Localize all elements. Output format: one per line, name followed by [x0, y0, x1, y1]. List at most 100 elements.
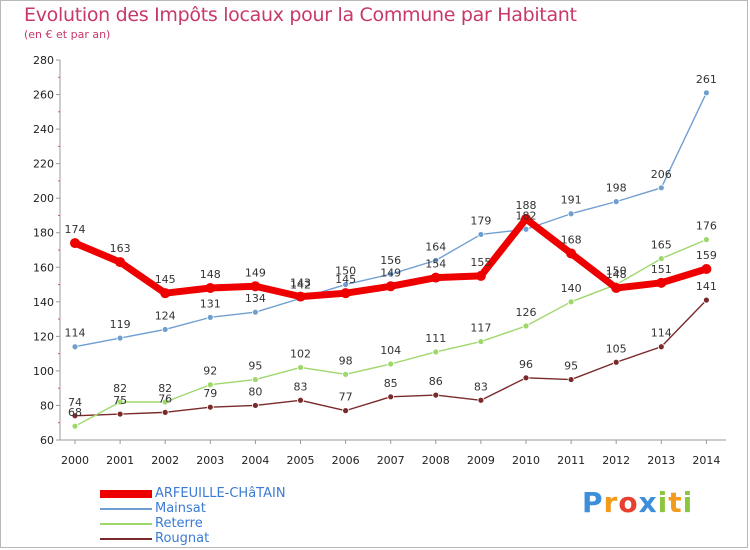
data-point [387, 393, 395, 401]
logo-letter: r [603, 486, 619, 519]
data-label: 140 [561, 282, 582, 295]
data-point [342, 370, 350, 378]
logo-letter: t [668, 486, 683, 519]
data-label: 142 [290, 278, 311, 291]
data-point [250, 281, 261, 292]
legend-label: ARFEUILLE-CHâTAIN [155, 486, 286, 501]
data-point [387, 270, 395, 278]
x-tick-label: 2002 [151, 454, 179, 467]
y-tick-label: 200 [33, 192, 54, 205]
data-label: 102 [290, 347, 311, 360]
data-label: 114 [651, 327, 672, 340]
x-tick-label: 2012 [602, 454, 630, 467]
data-label: 154 [425, 258, 446, 271]
data-label: 145 [335, 273, 356, 286]
data-point [567, 210, 575, 218]
data-point [206, 403, 214, 411]
data-point [432, 256, 440, 264]
data-point [477, 231, 485, 238]
data-point [430, 272, 441, 283]
y-tick-label: 180 [33, 227, 54, 240]
data-label: 188 [516, 199, 537, 212]
data-label: 206 [651, 168, 672, 181]
data-point [521, 213, 531, 224]
data-label: 95 [564, 360, 578, 373]
data-point [703, 236, 710, 244]
data-label: 82 [158, 382, 172, 395]
legend-label: Rougnat [155, 531, 210, 546]
data-label: 131 [200, 297, 221, 310]
data-label: 117 [470, 322, 491, 335]
data-point [612, 198, 620, 206]
data-point [567, 376, 575, 383]
data-label: 92 [203, 365, 217, 378]
data-point [522, 374, 530, 382]
data-label: 150 [335, 265, 356, 278]
data-label: 141 [696, 280, 717, 293]
data-point [657, 343, 665, 351]
legend-label: Mainsat [155, 501, 206, 516]
data-point [251, 308, 259, 316]
x-tick-label: 2014 [692, 454, 720, 467]
y-tick-label: 160 [33, 261, 54, 274]
data-point [251, 402, 259, 409]
data-point [387, 360, 395, 368]
data-label: 75 [113, 394, 127, 407]
data-point [297, 364, 304, 371]
data-label: 148 [606, 268, 627, 281]
chart-subtitle: (en € et par an) [24, 28, 111, 41]
data-point [567, 298, 575, 306]
data-point [703, 89, 710, 97]
data-point [385, 281, 396, 292]
x-tick-label: 2009 [467, 454, 495, 467]
data-label: 85 [384, 377, 398, 390]
data-label: 105 [606, 342, 627, 355]
data-label: 104 [380, 344, 401, 357]
data-point [71, 412, 79, 420]
data-point [116, 334, 124, 342]
data-label: 149 [380, 266, 401, 279]
data-point [205, 283, 216, 293]
logo-letter: i [657, 486, 669, 519]
data-label: 149 [245, 266, 266, 279]
data-label: 174 [65, 223, 86, 236]
data-point [116, 410, 124, 418]
x-tick-label: 2005 [287, 454, 315, 467]
data-label: 83 [474, 380, 488, 393]
legend-label: Reterre [155, 516, 203, 531]
y-tick-label: 80 [40, 399, 54, 412]
data-point [657, 184, 665, 192]
logo-letter: x [638, 486, 658, 519]
data-point [342, 407, 350, 415]
data-label: 164 [425, 240, 446, 253]
data-label: 155 [470, 256, 491, 269]
data-point [161, 398, 169, 406]
y-tick-label: 240 [33, 123, 54, 136]
data-label: 76 [158, 392, 172, 405]
y-tick-label: 120 [33, 330, 54, 343]
chart-title: Evolution des Impôts locaux pour la Comm… [24, 4, 577, 26]
data-point [475, 270, 486, 281]
data-point [701, 264, 712, 274]
logo-letter: i [682, 486, 694, 519]
y-tick-label: 260 [33, 89, 54, 102]
data-point [160, 288, 171, 299]
data-point [295, 291, 306, 302]
data-label: 198 [606, 182, 627, 195]
data-point [432, 348, 440, 356]
data-point [612, 358, 620, 366]
data-label: 150 [606, 265, 627, 278]
x-tick-label: 2013 [647, 454, 675, 467]
data-label: 191 [561, 194, 582, 207]
data-point [70, 238, 80, 249]
data-point [206, 381, 214, 389]
logo-letter: o [618, 486, 639, 519]
data-label: 163 [110, 242, 131, 255]
legend-swatch [100, 508, 152, 510]
data-point [116, 398, 124, 406]
data-point [161, 326, 169, 333]
data-point [656, 277, 667, 288]
data-point [522, 322, 530, 330]
legend-swatch [100, 523, 152, 525]
y-tick-label: 100 [33, 365, 54, 378]
